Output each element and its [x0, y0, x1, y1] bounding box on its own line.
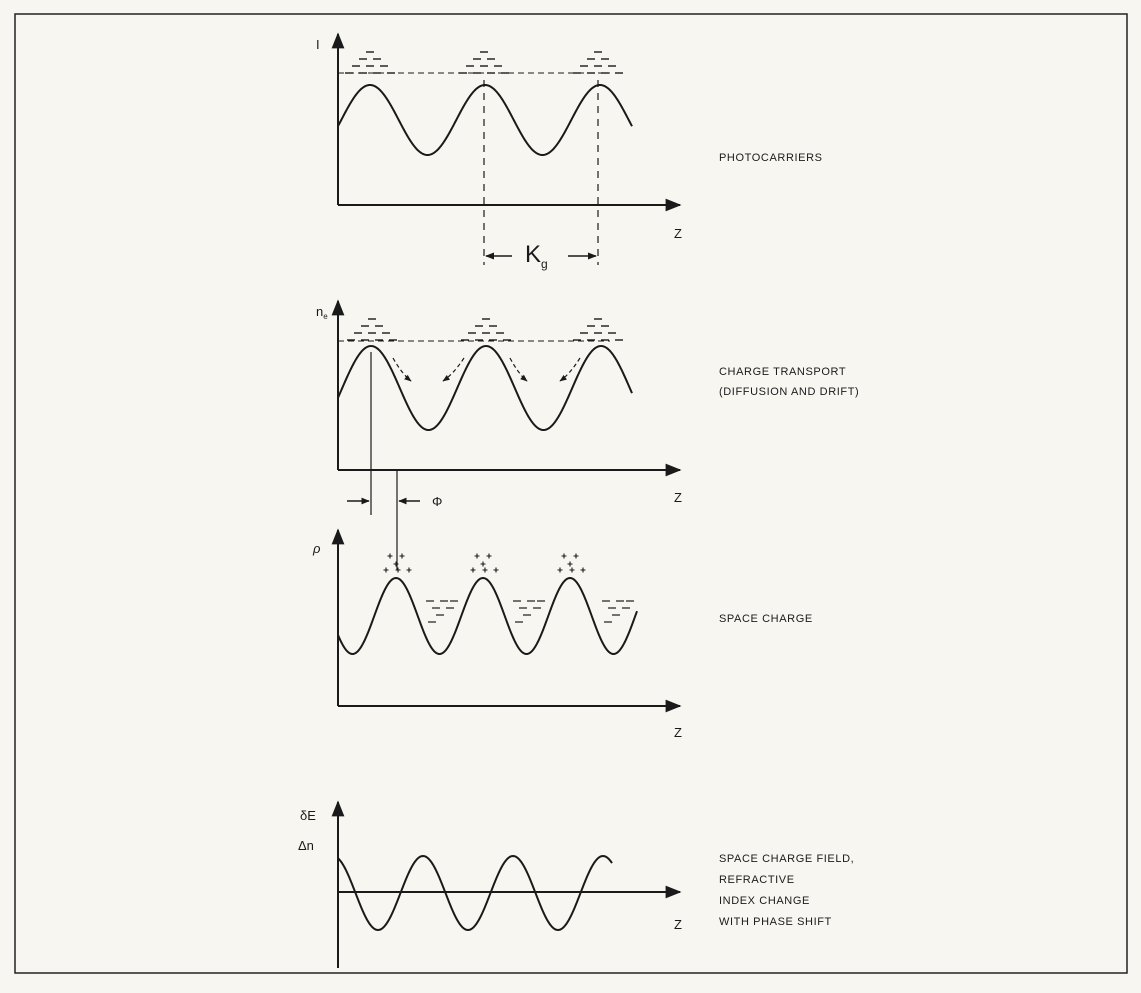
- positive-charge-mark: [406, 567, 412, 573]
- intensity-wave: [337, 83, 633, 156]
- panel-label: PHOTOCARRIERS: [719, 152, 823, 164]
- y-axis-symbol-field: δE: [300, 808, 316, 823]
- positive-charge-mark: [482, 567, 488, 573]
- positive-charge-mark: [470, 567, 476, 573]
- y-axis-symbol: ρ: [312, 541, 321, 556]
- positive-charge-mark: [561, 553, 567, 559]
- y-axis-symbol: I: [316, 37, 320, 52]
- positive-charge-mark: [474, 553, 480, 559]
- diffusion-arrow: [559, 357, 581, 382]
- y-axis-symbol: ne: [316, 304, 328, 321]
- panel-label: CHARGE TRANSPORT: [719, 366, 846, 378]
- y-axis-symbol-index: Δn: [298, 838, 314, 853]
- diffusion-arrow: [509, 357, 528, 382]
- electron-clusters: [347, 318, 623, 341]
- diffusion-arrow: [442, 357, 465, 382]
- positive-charge-mark: [486, 553, 492, 559]
- positive-charge-mark: [480, 561, 486, 567]
- electron-density-wave: [337, 344, 633, 431]
- panel-charge-transport: ne Z Φ CHARGE TRANSPORT (DIFFUSION AND D…: [316, 299, 859, 570]
- panel-label: (DIFFUSION AND DRIFT): [719, 386, 859, 398]
- positive-charge-mark: [493, 567, 499, 573]
- positive-charge-mark: [395, 567, 401, 573]
- x-axis-symbol: Z: [674, 490, 682, 505]
- positive-charge-mark: [387, 553, 393, 559]
- phase-shift-symbol: Φ: [432, 494, 442, 509]
- space-charge-density-wave: [337, 576, 638, 655]
- positive-charge-mark: [573, 553, 579, 559]
- panel-label: SPACE CHARGE FIELD,: [719, 853, 854, 865]
- panel-label: WITH PHASE SHIFT: [719, 916, 832, 928]
- field-wave: [337, 854, 613, 932]
- diffusion-arrows: [392, 357, 581, 382]
- positive-charge-mark: [557, 567, 563, 573]
- positive-charge-mark: [569, 567, 575, 573]
- panel-photocarriers: I Z Kg PHOTOCARRIERS: [316, 32, 823, 271]
- x-axis-symbol: Z: [674, 725, 682, 740]
- x-axis-symbol: Z: [674, 917, 682, 932]
- panel-label: INDEX CHANGE: [719, 895, 810, 907]
- positive-charge-mark: [393, 561, 399, 567]
- diffusion-arrow: [392, 357, 412, 382]
- grating-period-label: Kg: [525, 241, 548, 271]
- panel-space-charge-field: δE Δn Z SPACE CHARGE FIELD, REFRACTIVE I…: [298, 800, 854, 968]
- positive-charge-mark: [567, 561, 573, 567]
- positive-charge-mark: [383, 567, 389, 573]
- positive-charge-mark: [580, 567, 586, 573]
- panel-label: REFRACTIVE: [719, 874, 795, 886]
- panel-label: SPACE CHARGE: [719, 613, 813, 625]
- charge-markers: [383, 553, 634, 623]
- positive-charge-mark: [399, 553, 405, 559]
- electron-clusters: [345, 51, 623, 74]
- panel-space-charge: ρ Z SPACE CHARGE: [312, 528, 813, 740]
- x-axis-symbol: Z: [674, 226, 682, 241]
- figure-frame: [14, 13, 1128, 974]
